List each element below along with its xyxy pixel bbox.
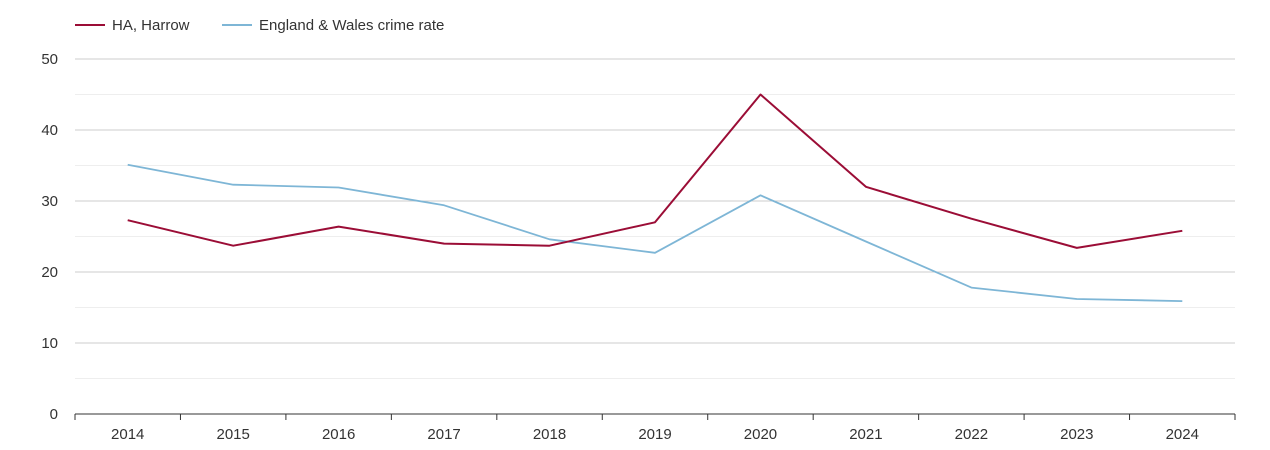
x-axis: 2014 2015 2016 2017 2018 2019 2020 2021 2022 2023… <box>74 413 1236 443</box>
series-group <box>127 93 1183 302</box>
y-tick-label: 40 <box>41 122 58 139</box>
x-tick-label: 2019 <box>638 426 671 443</box>
x-tick-label: 2017 <box>427 426 460 443</box>
y-tick-label: 0 <box>50 406 58 423</box>
x-tick-label: 2018 <box>533 426 566 443</box>
legend-label: HA, Harrow <box>112 17 190 34</box>
grid <box>75 58 1235 379</box>
x-tick-label: 2024 <box>1166 426 1199 443</box>
x-tick-label: 2021 <box>849 426 882 443</box>
x-tick-label: 2016 <box>322 426 355 443</box>
y-axis: 0 10 20 30 40 50 <box>41 51 58 423</box>
y-tick-label: 20 <box>41 264 58 281</box>
x-tick-label: 2023 <box>1060 426 1093 443</box>
x-tick-label: 2020 <box>744 426 777 443</box>
x-tick-label: 2022 <box>955 426 988 443</box>
legend-label: England & Wales crime rate <box>259 17 444 34</box>
series-line-ha-harrow <box>127 93 1183 249</box>
x-tick-label: 2014 <box>111 426 144 443</box>
y-tick-label: 10 <box>41 335 58 352</box>
y-tick-label: 30 <box>41 193 58 210</box>
x-tick-label: 2015 <box>216 426 249 443</box>
series-line-england-wales <box>127 163 1183 302</box>
legend: HA, Harrow England & Wales crime rate <box>75 17 444 34</box>
y-tick-label: 50 <box>41 51 58 68</box>
